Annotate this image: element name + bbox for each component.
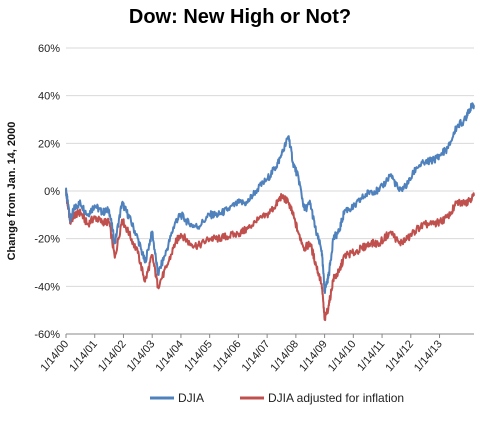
- y-axis-title: Change from Jan. 14, 2000: [6, 122, 18, 261]
- x-tick-label: 1/14/04: [153, 338, 186, 374]
- x-tick-label: 1/14/05: [182, 338, 215, 374]
- x-tick-label: 1/14/10: [326, 338, 359, 374]
- x-tick-label: 1/14/09: [297, 338, 330, 374]
- y-tick-label: 20%: [38, 138, 60, 150]
- grid-lines: [66, 47, 474, 335]
- series-line-djia: [65, 102, 475, 294]
- y-tick-label: 40%: [38, 91, 60, 103]
- x-tick-label: 1/14/11: [355, 338, 387, 373]
- x-tick-label: 1/14/08: [268, 338, 301, 374]
- x-axis-ticks: 1/14/001/14/011/14/021/14/031/14/041/14/…: [39, 334, 445, 374]
- x-tick-label: 1/14/00: [39, 338, 72, 374]
- x-tick-label: 1/14/03: [125, 338, 158, 374]
- legend-label: DJIA adjusted for inflation: [268, 391, 404, 405]
- legend-label: DJIA: [178, 391, 204, 405]
- x-tick-label: 1/14/07: [240, 338, 273, 374]
- x-tick-label: 1/14/13: [412, 338, 445, 374]
- series-lines: [65, 102, 475, 322]
- x-tick-label: 1/14/12: [383, 338, 416, 374]
- y-axis-ticks: 60% 40% 20% 0% -20% -40% -60%: [34, 43, 60, 341]
- x-tick-label: 1/14/06: [211, 338, 244, 374]
- legend: DJIA DJIA adjusted for inflation: [150, 391, 404, 405]
- y-tick-label: -60%: [34, 329, 60, 341]
- x-tick-label: 1/14/02: [96, 338, 129, 374]
- y-tick-label: -40%: [34, 281, 60, 293]
- y-tick-label: 60%: [38, 43, 60, 55]
- series-line-djia-inflation: [65, 189, 475, 322]
- chart-title: Dow: New High or Not?: [128, 6, 352, 28]
- y-tick-label: 0%: [44, 186, 60, 198]
- y-tick-label: -20%: [34, 234, 60, 246]
- x-tick-label: 1/14/01: [67, 338, 100, 374]
